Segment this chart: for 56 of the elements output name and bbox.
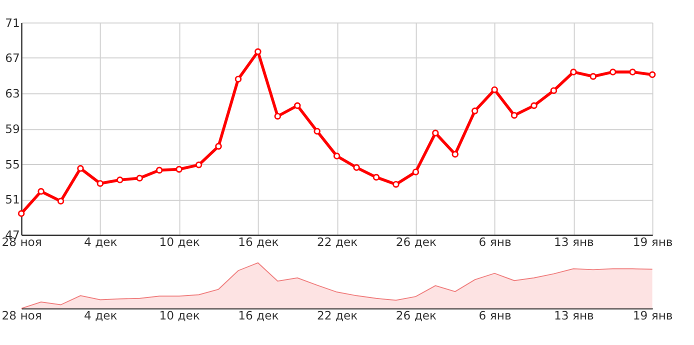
point [215,142,222,150]
y-tick-label: 67 [5,51,20,66]
point [136,174,144,182]
point [77,165,84,172]
point [372,174,380,181]
x-tick-label: 16 дек [238,308,279,323]
point [333,152,340,160]
x-tick-label: 26 дек [396,308,437,323]
point [38,188,44,195]
x-tick-label: 6 янв [478,234,512,249]
point [550,87,558,94]
x-tick-label: 16 дек [238,234,279,249]
y-tick-label: 55 [5,157,20,172]
x-tick-label: 28 ноя [2,308,42,323]
point [57,198,64,205]
x-tick-label: 6 янв [478,308,512,323]
point [116,176,124,184]
point [648,71,656,78]
point [412,168,420,176]
x-tick-label: 4 дек [84,308,118,323]
point [156,166,163,174]
point [590,73,597,80]
point [452,150,459,158]
point [629,68,636,76]
x-tick-label: 26 дек [396,234,437,249]
x-tick-label: 4 дек [84,234,118,249]
point [96,180,104,187]
x-tick-label: 13 янв [554,308,594,323]
point [530,102,538,110]
x-tick-label: 22 дек [316,308,358,323]
point [18,210,25,217]
point [471,108,478,114]
point [234,76,242,82]
x-tick-label: 13 янв [554,234,594,249]
point [195,162,202,168]
x-tick-label: 22 дек [316,234,358,249]
point [176,166,182,173]
point [294,102,301,110]
y-tick-label: 63 [5,86,20,101]
point [353,164,360,171]
y-tick-label: 59 [5,122,20,136]
x-tick-label: 10 дек [159,234,200,249]
x-tick-label: 19 янв [632,234,673,249]
point [274,112,282,120]
point [314,128,320,135]
x-tick-label: 10 дек [159,308,200,323]
point [432,130,439,136]
point [491,86,498,94]
y-tick-label: 51 [5,192,20,207]
point [510,112,518,119]
x-tick-label: 19 янв [632,308,673,323]
point [610,68,616,76]
y-tick-label: 71 [5,16,20,30]
point [392,180,400,188]
point [570,68,577,76]
point [254,48,262,56]
